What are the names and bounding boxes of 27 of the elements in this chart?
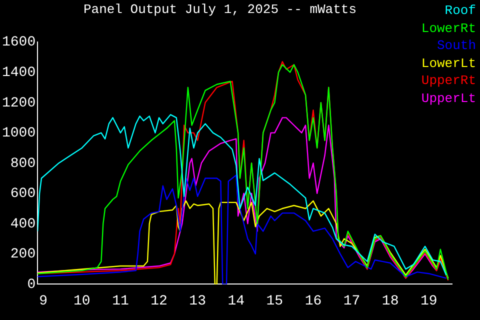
y-tick-label: 400	[10, 216, 36, 232]
chart-title: Panel Output July 1, 2025 -- mWatts	[82, 2, 358, 17]
text: LowerRt	[421, 20, 476, 37]
y-tick-label: 1600	[2, 34, 36, 51]
x-tick-label: 15	[266, 293, 284, 310]
text: South	[436, 37, 476, 54]
x-tick-label: 17	[343, 293, 360, 310]
x-tick-label: 10	[74, 293, 90, 310]
x-tick-label: 9	[39, 293, 48, 310]
x-tick-label: 14	[228, 293, 245, 310]
x-tick-label: 11	[112, 293, 129, 310]
text: UpperLt	[421, 90, 476, 107]
x-tick-label: 12	[150, 293, 168, 310]
text: LowerLt	[421, 54, 476, 72]
x-tick-label: 13	[189, 293, 206, 310]
y-tick-label: 1400	[2, 64, 36, 81]
x-tick-label: 18	[382, 293, 399, 310]
y-tick-label: 600	[10, 186, 36, 202]
x-tick-label: 16	[304, 293, 322, 310]
y-tick-label: 1200	[2, 95, 36, 112]
y-tick-label: 0	[27, 276, 36, 293]
text: UpperRt	[421, 72, 476, 90]
y-tick-label: 200	[10, 246, 36, 263]
y-tick-label: 1000	[2, 126, 36, 142]
y-tick-label: 800	[10, 156, 36, 172]
text: Roof	[444, 2, 476, 20]
x-tick-label: 19	[420, 293, 438, 310]
